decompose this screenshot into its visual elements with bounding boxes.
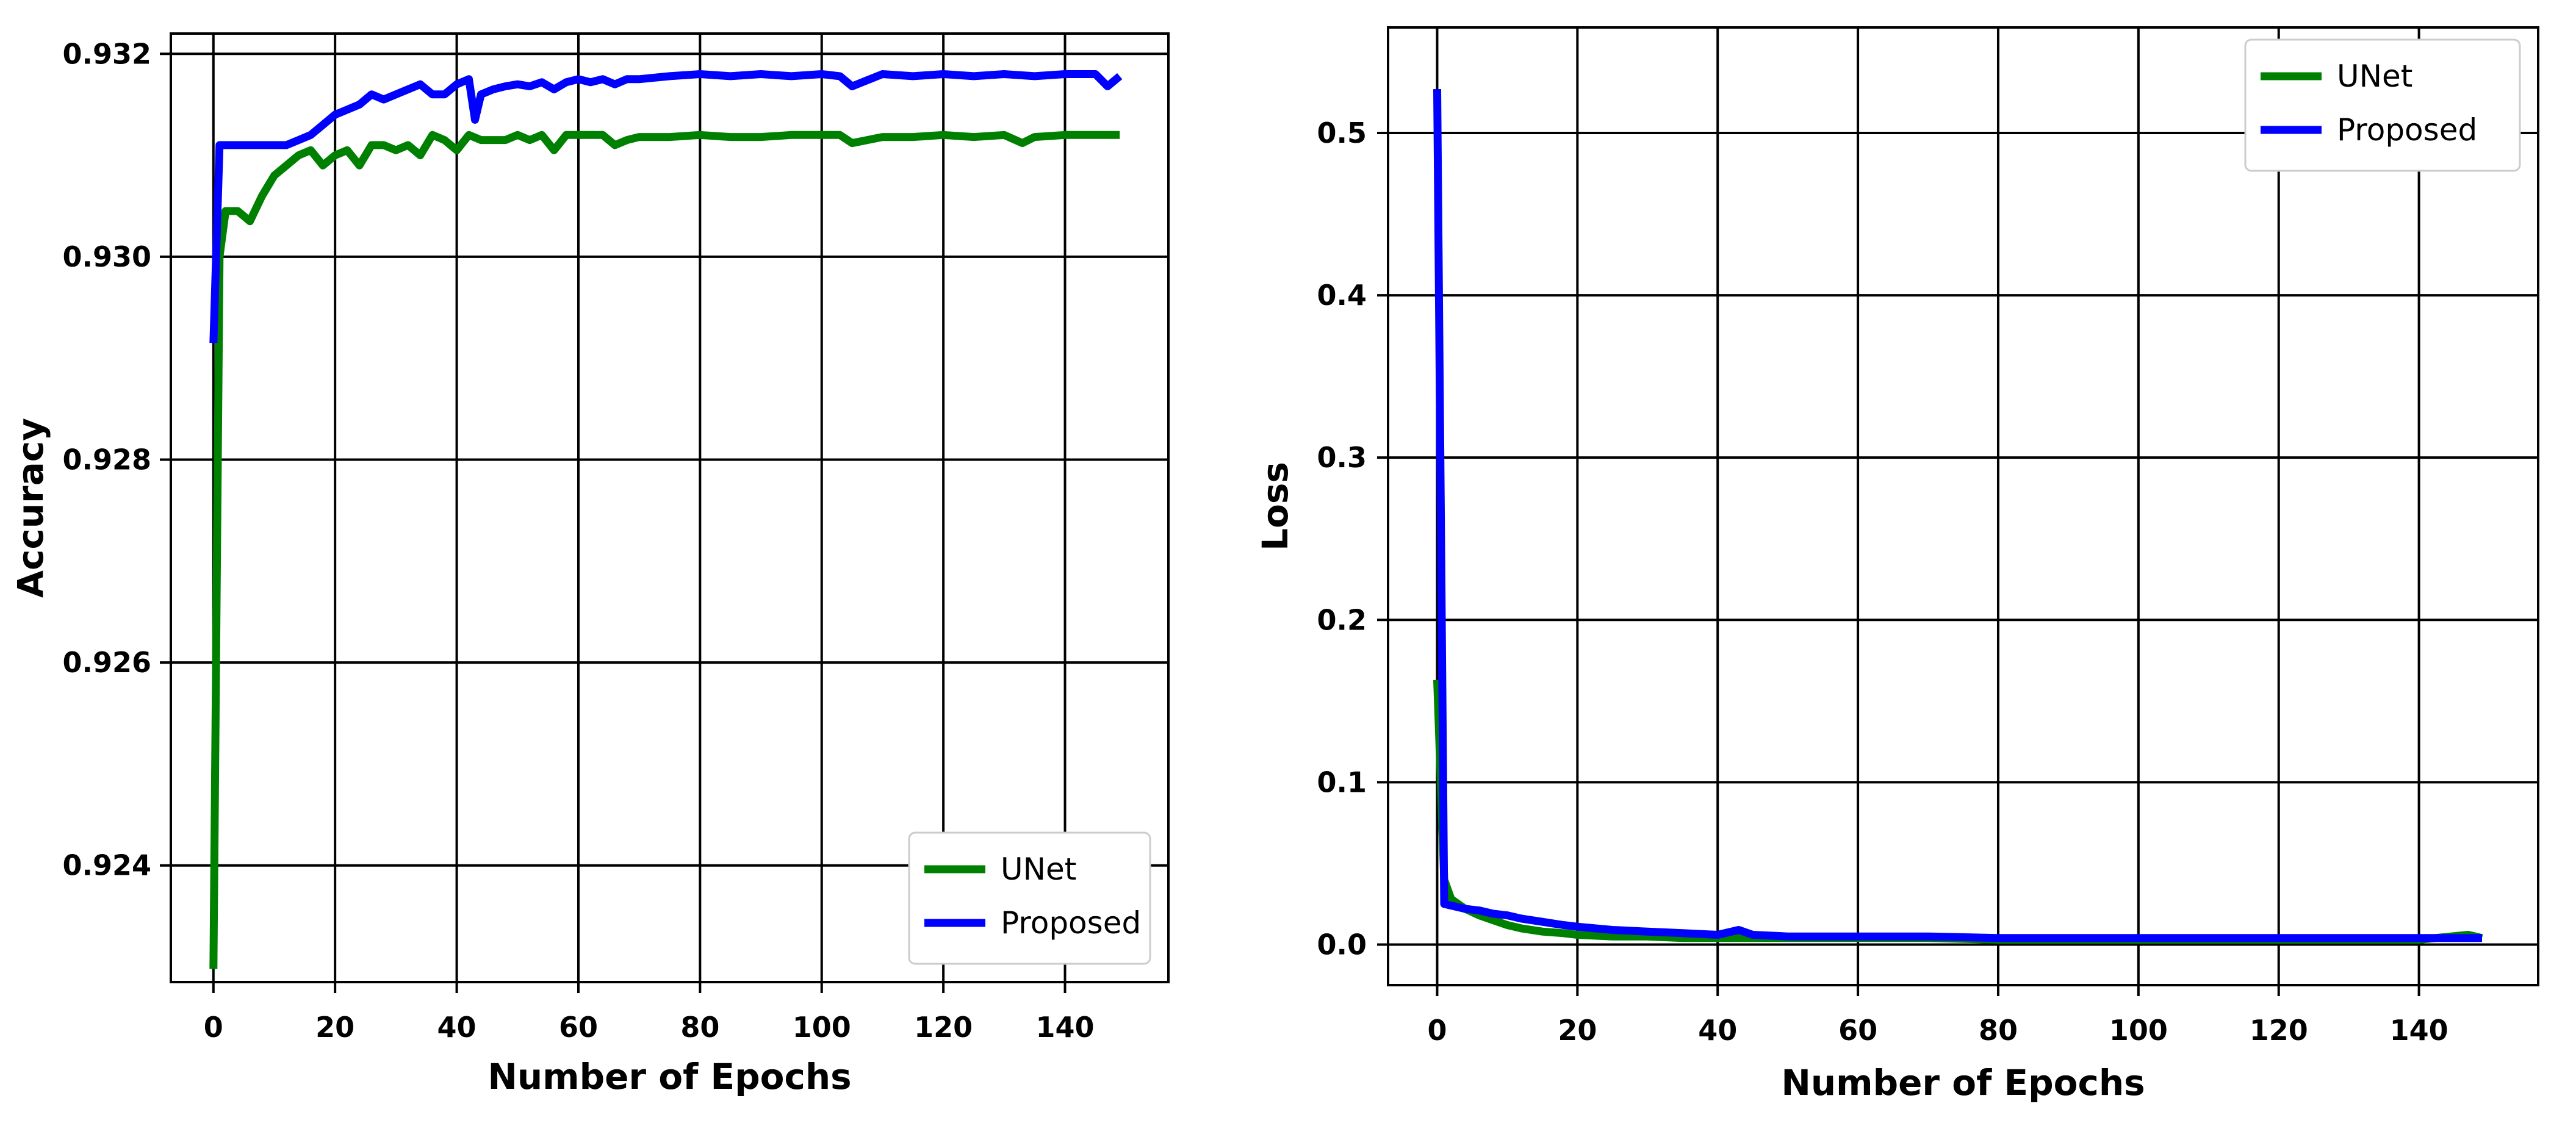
series-line-proposed (209, 70, 1123, 343)
y-tick-label: 0.1 (1317, 766, 1367, 798)
y-tick-label: 0.4 (1317, 279, 1367, 312)
y-tick-label: 0.930 (62, 240, 151, 273)
x-tick-label: 80 (1979, 1014, 2018, 1047)
y-tick-label: 0.928 (62, 443, 151, 476)
y-axis-title: Accuracy (10, 418, 51, 598)
loss-chart: 0 20 40 60 80 100 120 140 0.0 0.1 0.2 0.3 0.4 0.5 Numb… (1254, 26, 2539, 1103)
x-tick-label: 120 (2250, 1014, 2308, 1047)
series-line-unet (209, 131, 1120, 969)
y-tick-label: 0.926 (62, 646, 151, 679)
y-tick-label: 0.924 (62, 849, 151, 882)
x-tick-label: 140 (1036, 1011, 1095, 1044)
legend: UNet Proposed (2244, 38, 2521, 172)
x-axis-title: Number of Epochs (1781, 1062, 2145, 1103)
x-axis-title: Number of Epochs (487, 1056, 851, 1097)
x-tick-label: 80 (680, 1011, 719, 1044)
x-tick-label: 20 (1558, 1014, 1597, 1047)
x-tick-label: 0 (1427, 1014, 1447, 1047)
legend-label-proposed: Proposed (1001, 905, 1141, 941)
x-tick-label: 120 (914, 1011, 973, 1044)
x-tick-label: 60 (1838, 1014, 1877, 1047)
y-tick-label: 0.5 (1317, 117, 1367, 149)
plot-frame (170, 32, 1170, 983)
x-tick-label: 100 (793, 1011, 851, 1044)
x-tick-label: 40 (437, 1011, 477, 1044)
x-tick-label: 100 (2109, 1014, 2168, 1047)
y-tick-label: 0.3 (1317, 441, 1367, 474)
legend: UNet Proposed (908, 831, 1151, 965)
y-tick-label: 0.2 (1317, 603, 1367, 636)
accuracy-chart: 0 20 40 60 80 100 120 140 0.924 0.926 0.928 0.930 0.… (10, 32, 1170, 1097)
legend-label-unet: UNet (2337, 59, 2412, 94)
legend-label-proposed: Proposed (2337, 112, 2477, 148)
x-tick-label: 20 (315, 1011, 354, 1044)
y-tick-label: 0.932 (62, 37, 151, 70)
legend-label-unet: UNet (1001, 852, 1076, 887)
y-axis-title: Loss (1254, 462, 1296, 551)
series-line-proposed (1433, 89, 2482, 942)
plot-frame (1387, 26, 2539, 986)
x-tick-label: 60 (559, 1011, 598, 1044)
x-tick-label: 0 (204, 1011, 223, 1044)
x-tick-label: 40 (1698, 1014, 1737, 1047)
y-tick-label: 0.0 (1317, 928, 1367, 961)
x-tick-label: 140 (2390, 1014, 2448, 1047)
